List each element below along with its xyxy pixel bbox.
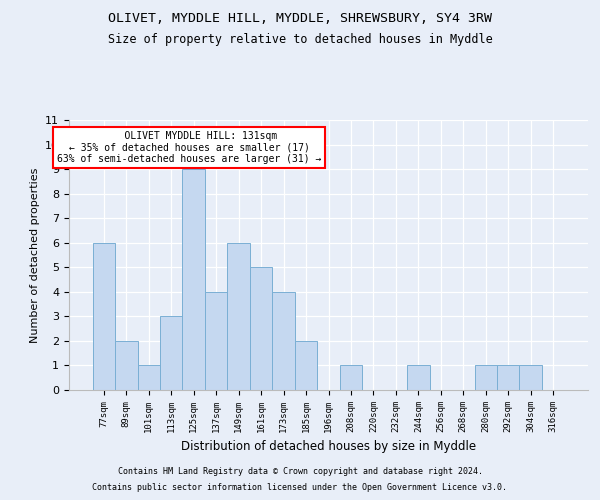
Bar (250, 268, 272, 390)
Bar (182, 169, 205, 390)
Bar (92, 242, 115, 390)
Bar (340, 366, 362, 390)
Text: Contains HM Land Registry data © Crown copyright and database right 2024.: Contains HM Land Registry data © Crown c… (118, 467, 482, 476)
Bar (520, 366, 542, 390)
Bar (205, 292, 227, 390)
Bar (160, 316, 182, 390)
Bar (227, 242, 250, 390)
Bar (475, 366, 497, 390)
Text: OLIVET, MYDDLE HILL, MYDDLE, SHREWSBURY, SY4 3RW: OLIVET, MYDDLE HILL, MYDDLE, SHREWSBURY,… (108, 12, 492, 26)
Text: OLIVET MYDDLE HILL: 131sqm
← 35% of detached houses are smaller (17)
63% of semi: OLIVET MYDDLE HILL: 131sqm ← 35% of deta… (57, 131, 322, 164)
Bar (115, 341, 137, 390)
Text: Size of property relative to detached houses in Myddle: Size of property relative to detached ho… (107, 32, 493, 46)
Text: Contains public sector information licensed under the Open Government Licence v3: Contains public sector information licen… (92, 484, 508, 492)
Bar (137, 366, 160, 390)
Y-axis label: Number of detached properties: Number of detached properties (30, 168, 40, 342)
Bar (497, 366, 520, 390)
Bar (407, 366, 430, 390)
X-axis label: Distribution of detached houses by size in Myddle: Distribution of detached houses by size … (181, 440, 476, 454)
Bar (272, 292, 295, 390)
Bar (295, 341, 317, 390)
